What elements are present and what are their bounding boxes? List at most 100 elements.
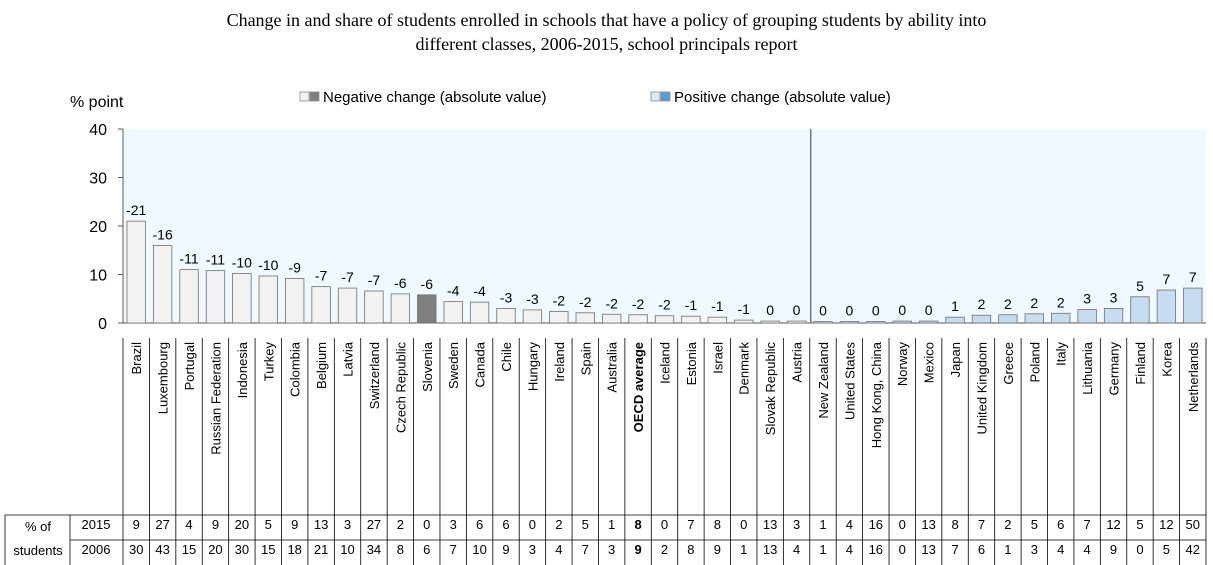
table-cell-2006: 13: [763, 542, 777, 557]
legend-swatch-negative-dark: [309, 91, 320, 102]
bar: [839, 321, 860, 324]
bar-value-label: -2: [658, 297, 671, 313]
bar: [628, 314, 648, 324]
bar-value-label: -3: [500, 289, 513, 305]
bar-value-label: 7: [1162, 271, 1170, 287]
bar-value-label: -7: [341, 269, 354, 285]
bar-value-label: 0: [819, 303, 827, 319]
table-cell-2015: 6: [1057, 517, 1064, 532]
table-cell-2006: 30: [235, 542, 249, 557]
category-label: Luxembourg: [156, 342, 171, 414]
y-tick-label-40: 40: [89, 122, 107, 139]
category-label: Sweden: [446, 342, 461, 389]
category-label: Korea: [1159, 341, 1174, 376]
category-label: Greece: [1001, 342, 1016, 385]
table-cell-2006: 13: [921, 542, 935, 557]
y-axis-label: % point: [70, 94, 124, 111]
table-cell-2006: 7: [951, 542, 958, 557]
bar: [152, 244, 173, 324]
category-label: United States: [842, 342, 857, 421]
bar: [654, 315, 675, 324]
bar: [945, 316, 965, 324]
category-label: Brazil: [129, 342, 144, 375]
bar-value-label: -10: [232, 255, 252, 271]
bar: [681, 315, 701, 324]
bar: [892, 320, 912, 324]
category-label: Turkey: [261, 342, 276, 382]
table-cell-2006: 9: [1110, 542, 1117, 557]
table-cell-2015: 6: [476, 517, 483, 532]
table-cell-2006: 6: [423, 542, 430, 557]
y-tick-label-20: 20: [89, 219, 107, 236]
bar-value-label: -16: [153, 226, 173, 242]
table-cell-2006: 1: [819, 542, 826, 557]
table-cell-2006: 0: [1136, 542, 1143, 557]
table-cell-2006: 10: [340, 542, 354, 557]
bar-value-label: 0: [872, 303, 880, 319]
table-cell-2015: 3: [450, 517, 457, 532]
y-tick-label-30: 30: [89, 171, 107, 188]
legend-label-negative: Negative change (absolute value): [323, 89, 546, 106]
table-cell-2015: 2: [555, 517, 562, 532]
bar: [417, 294, 437, 324]
category-label: Israel: [710, 342, 725, 374]
table-cell-2015: 1: [608, 517, 615, 532]
bar-value-label: -10: [258, 257, 278, 273]
bar-value-label: 0: [898, 302, 906, 318]
table-cell-2015: 9: [212, 517, 219, 532]
category-label: Australia: [605, 341, 620, 392]
bar-value-label: 2: [978, 296, 986, 312]
table-cell-2006: 4: [1057, 542, 1064, 557]
category-label: Germany: [1107, 342, 1122, 396]
bar: [522, 309, 543, 324]
table-cell-2015: 13: [921, 517, 935, 532]
bar: [1051, 312, 1071, 324]
bar-value-label: -4: [447, 283, 460, 299]
table-year-2006: 2006: [82, 542, 111, 557]
table-cell-2015: 9: [133, 517, 140, 532]
table-cell-2015: 0: [740, 517, 747, 532]
table-cell-2006: 9: [634, 542, 641, 557]
chart-title-line-2: different classes, 2006-2015, school pri…: [415, 34, 798, 54]
y-tick-label-0: 0: [98, 316, 107, 333]
bar: [337, 287, 358, 324]
table-cell-2015: 2: [1004, 517, 1011, 532]
table-cell-2015: 3: [344, 517, 351, 532]
bar: [734, 319, 754, 324]
bar-value-label: 3: [1083, 290, 1091, 306]
table-cell-2015: 7: [1084, 517, 1091, 532]
y-tick-label-10: 10: [89, 268, 107, 285]
bar-value-label: -7: [368, 272, 381, 288]
bar: [602, 313, 622, 324]
bar-value-label: -2: [632, 296, 645, 312]
bar: [311, 286, 331, 324]
table-cell-2006: 16: [869, 542, 883, 557]
category-label: Chile: [499, 342, 514, 372]
table-cell-2006: 9: [502, 542, 509, 557]
bar-value-label: 5: [1136, 278, 1144, 294]
bar-value-label: -6: [421, 276, 434, 292]
bar: [1024, 313, 1044, 324]
table-cell-2015: 8: [951, 517, 958, 532]
category-label: United Kingdom: [974, 342, 989, 435]
table-cell-2015: 9: [291, 517, 298, 532]
bar-value-label: 0: [766, 302, 774, 318]
table-cell-2006: 20: [208, 542, 222, 557]
category-label: Ireland: [552, 342, 567, 382]
category-label: OECD average: [631, 342, 646, 432]
table-cell-2006: 42: [1186, 542, 1200, 557]
chart-title-line-1: Change in and share of students enrolled…: [226, 10, 987, 30]
table-cell-2006: 4: [555, 542, 562, 557]
table-cell-2006: 2: [661, 542, 668, 557]
table-cell-2015: 0: [899, 517, 906, 532]
bar-value-label: -1: [685, 297, 698, 313]
table-cell-2015: 13: [314, 517, 328, 532]
bar: [390, 293, 410, 324]
table-cell-2015: 2: [397, 517, 404, 532]
category-label: New Zealand: [816, 342, 831, 419]
table-cell-2015: 7: [978, 517, 985, 532]
bar: [971, 314, 992, 324]
table-cell-2015: 27: [367, 517, 381, 532]
